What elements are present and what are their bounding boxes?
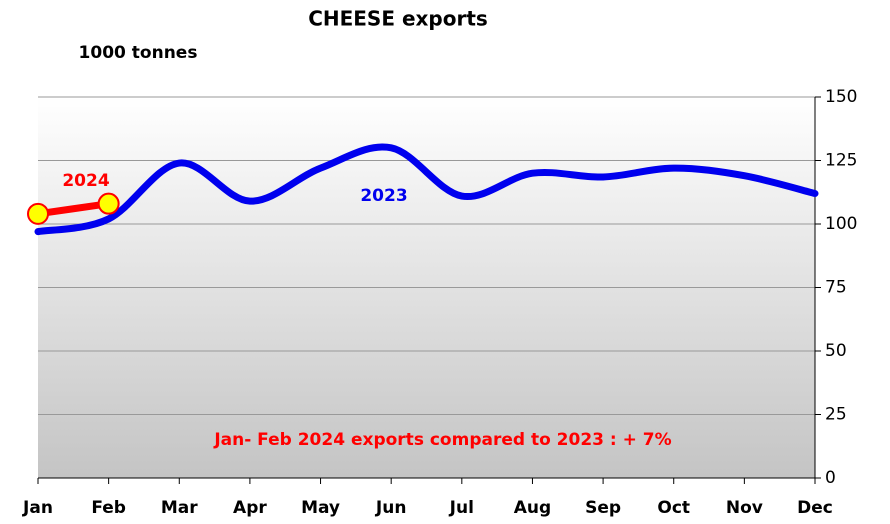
x-tick-label: Nov <box>726 498 763 518</box>
annotation: Jan- Feb 2024 exports compared to 2023 :… <box>213 430 671 450</box>
point-marker <box>97 192 120 215</box>
chart-title: CHEESE exports <box>308 7 488 31</box>
x-tick-label: Jul <box>449 498 474 518</box>
y-tick-label: 25 <box>825 405 847 425</box>
x-tick-label: Dec <box>797 498 833 518</box>
y-tick-label: 0 <box>825 468 836 488</box>
x-tick-label: Mar <box>161 498 198 518</box>
x-tick-label: Feb <box>91 498 126 518</box>
line-series <box>34 143 819 236</box>
x-tick-label: Jun <box>375 498 407 518</box>
x-tick-label: Jan <box>22 498 53 518</box>
y-tick-label: 150 <box>825 87 857 107</box>
series-label: 2024 <box>62 171 109 191</box>
x-tick-label: Apr <box>233 498 267 518</box>
x-tick-label: Sep <box>585 498 621 518</box>
y-tick-label: 50 <box>825 341 847 361</box>
x-tick-label: Aug <box>514 498 551 518</box>
series-label: 2023 <box>360 186 407 206</box>
point-marker <box>27 202 49 225</box>
y-tick-label: 75 <box>825 278 847 298</box>
y-tick-label: 100 <box>825 214 857 234</box>
x-tick-label: May <box>301 498 340 518</box>
x-tick-label: Oct <box>657 498 690 518</box>
y-axis-label: 1000 tonnes <box>79 43 198 63</box>
y-tick-label: 125 <box>825 151 857 171</box>
